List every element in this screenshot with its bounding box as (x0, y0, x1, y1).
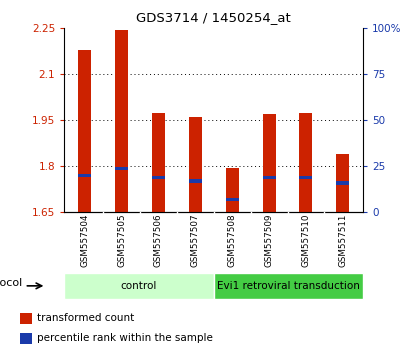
Bar (20, 333, 32, 344)
Bar (78, 174, 91, 177)
Text: control: control (121, 281, 157, 291)
Bar (20, 313, 32, 324)
Bar (263, 114, 276, 212)
Bar (226, 168, 239, 212)
Title: GDS3714 / 1450254_at: GDS3714 / 1450254_at (137, 11, 291, 24)
Text: GSM557506: GSM557506 (154, 214, 163, 267)
Bar (300, 113, 312, 212)
Text: GSM557504: GSM557504 (80, 214, 89, 267)
Bar (152, 176, 165, 179)
Text: Evi1 retroviral transduction: Evi1 retroviral transduction (217, 281, 360, 291)
Text: GSM557507: GSM557507 (191, 213, 200, 267)
Bar (226, 198, 239, 201)
Bar (337, 154, 349, 212)
Text: percentile rank within the sample: percentile rank within the sample (37, 333, 213, 343)
Bar (115, 167, 128, 170)
Bar (214, 273, 363, 299)
Text: protocol: protocol (0, 278, 22, 288)
Text: GSM557511: GSM557511 (338, 214, 347, 267)
Bar (263, 176, 276, 179)
Text: GSM557509: GSM557509 (264, 214, 273, 267)
Bar (78, 50, 91, 212)
Bar (189, 117, 202, 212)
Bar (337, 181, 349, 184)
Bar (189, 179, 202, 183)
Text: GSM557508: GSM557508 (228, 213, 237, 267)
Bar (64, 273, 214, 299)
Text: GSM557510: GSM557510 (301, 214, 310, 267)
Bar (300, 176, 312, 179)
Bar (115, 30, 128, 212)
Text: GSM557505: GSM557505 (117, 213, 126, 267)
Bar (152, 113, 165, 212)
Text: transformed count: transformed count (37, 313, 134, 323)
